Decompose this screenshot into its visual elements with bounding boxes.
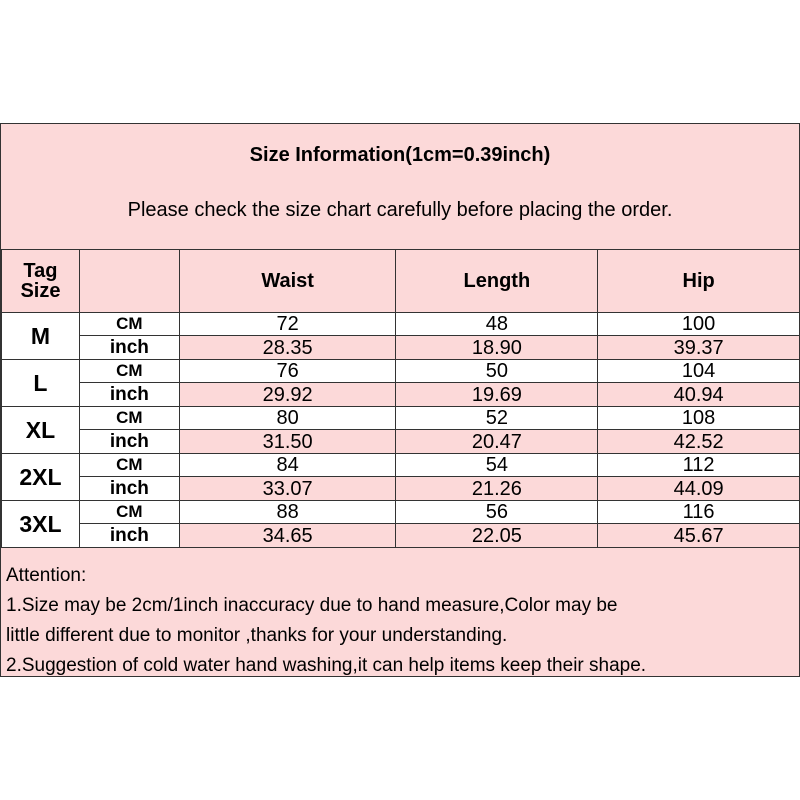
inch-value: 42.52 (597, 429, 800, 454)
attention-notes: Attention: 1.Size may be 2cm/1inch inacc… (6, 561, 646, 681)
size-chart: Size Information(1cm=0.39inch) Please ch… (0, 123, 800, 677)
size-label: 2XL (1, 453, 80, 501)
table-row-cm: XL CM 80 52 108 (1, 406, 800, 454)
cm-value: 88 (178, 500, 397, 524)
inch-value: 40.94 (597, 382, 800, 407)
table-row-inch: inch 28.35 18.90 39.37 (2, 335, 800, 360)
cm-value: 112 (597, 453, 800, 477)
cm-value: 54 (395, 453, 599, 477)
size-label: L (1, 359, 80, 407)
inch-value: 20.47 (395, 429, 599, 454)
inch-value: 22.05 (395, 523, 599, 548)
cm-value: 100 (597, 312, 800, 336)
unit-label: CM (78, 453, 180, 477)
header-row: Tag Size Waist Length Hip (1, 249, 800, 313)
unit-label: CM (78, 359, 180, 383)
cm-value: 72 (178, 312, 397, 336)
inch-value: 45.67 (597, 523, 800, 548)
unit-header (78, 249, 180, 313)
inch-value: 29.92 (178, 382, 397, 407)
unit-label: CM (78, 312, 180, 336)
note-line: little different due to monitor ,thanks … (6, 625, 508, 646)
unit-label: CM (78, 500, 180, 524)
unit-label: inch (78, 476, 180, 501)
unit-label: inch (78, 429, 180, 454)
table-row-inch: inch 29.92 19.69 40.94 (2, 382, 800, 407)
inch-value: 31.50 (178, 429, 397, 454)
table-row-cm: L CM 76 50 104 (1, 359, 800, 407)
waist-header: Waist (178, 249, 397, 313)
inch-value: 39.37 (597, 335, 800, 360)
note-line: 1.Size may be 2cm/1inch inaccuracy due t… (6, 595, 618, 616)
inch-value: 21.26 (395, 476, 599, 501)
size-label: XL (1, 406, 80, 454)
cm-value: 84 (178, 453, 397, 477)
hip-header: Hip (597, 249, 800, 313)
unit-label: CM (78, 406, 180, 430)
unit-label: inch (78, 382, 180, 407)
table-row-cm: 3XL CM 88 56 116 (1, 500, 800, 548)
table-row-cm: M CM 72 48 100 (1, 312, 800, 360)
cm-value: 76 (178, 359, 397, 383)
unit-label: inch (78, 335, 180, 360)
table-row-inch: inch 34.65 22.05 45.67 (2, 523, 800, 548)
cm-value: 48 (395, 312, 599, 336)
inch-value: 33.07 (178, 476, 397, 501)
note-line: 2.Suggestion of cold water hand washing,… (6, 655, 647, 676)
chart-subtitle: Please check the size chart carefully be… (127, 199, 673, 221)
inch-value: 19.69 (395, 382, 599, 407)
cm-value: 108 (597, 406, 800, 430)
tag-size-header: Tag Size (1, 249, 80, 313)
chart-title: Size Information(1cm=0.39inch) (249, 144, 551, 166)
cm-value: 104 (597, 359, 800, 383)
table-row-inch: inch 31.50 20.47 42.52 (2, 429, 800, 454)
size-table: Tag Size Waist Length Hip M CM 72 48 100 inch 2… (1, 249, 800, 548)
cm-value: 52 (395, 406, 599, 430)
cm-value: 116 (597, 500, 800, 524)
table-row-inch: inch 33.07 21.26 44.09 (2, 476, 800, 501)
inch-value: 44.09 (597, 476, 800, 501)
inch-value: 34.65 (178, 523, 397, 548)
size-label: 3XL (1, 500, 80, 548)
table-row-cm: 2XL CM 84 54 112 (1, 453, 800, 501)
attention-heading: Attention: (6, 565, 87, 586)
cm-value: 80 (178, 406, 397, 430)
inch-value: 28.35 (178, 335, 397, 360)
cm-value: 50 (395, 359, 599, 383)
inch-value: 18.90 (395, 335, 599, 360)
size-label: M (1, 312, 80, 360)
length-header: Length (395, 249, 599, 313)
unit-label: inch (78, 523, 180, 548)
cm-value: 56 (395, 500, 599, 524)
